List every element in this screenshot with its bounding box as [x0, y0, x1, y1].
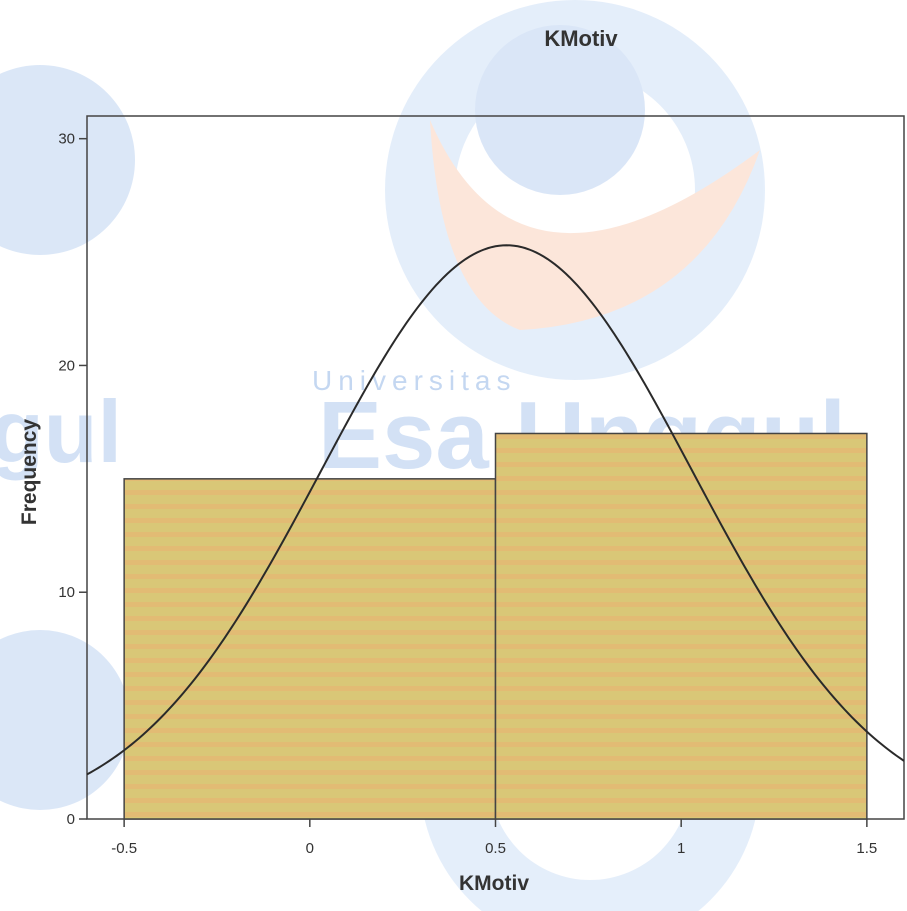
- x-tick-label: -0.5: [111, 840, 137, 857]
- watermark-left-fragment: gul: [0, 382, 122, 481]
- y-tick-label: 0: [67, 811, 75, 828]
- y-tick-label: 10: [58, 584, 75, 601]
- x-tick-label: 1.5: [856, 840, 877, 857]
- normal-curve: [87, 244, 904, 776]
- x-tick-label: 0: [306, 840, 314, 857]
- histogram-bar-2: [494, 432, 868, 820]
- watermark-logo: [0, 0, 765, 911]
- chart-title: KMotiv: [544, 26, 618, 51]
- x-tick-label: 0.5: [485, 840, 506, 857]
- bars-layer: [123, 432, 868, 820]
- y-tick-label: 30: [58, 131, 75, 148]
- histogram-bar-1: [123, 478, 497, 820]
- x-tick-label: 1: [677, 840, 685, 857]
- y-axis: 0 10 20 30: [58, 131, 87, 828]
- watermark-small-text: Universitas: [312, 365, 516, 396]
- y-tick-label: 20: [58, 357, 75, 374]
- x-axis: -0.5 0 0.5 1 1.5: [111, 819, 877, 857]
- x-axis-title: KMotiv: [459, 872, 529, 895]
- y-axis-title: Frequency: [18, 419, 41, 526]
